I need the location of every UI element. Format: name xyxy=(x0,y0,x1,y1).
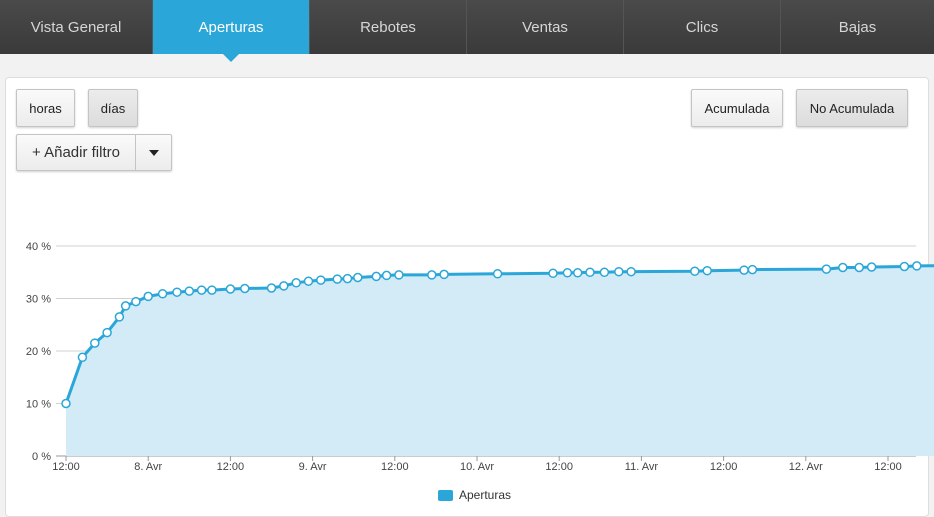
data-point[interactable] xyxy=(172,287,182,297)
data-point[interactable] xyxy=(114,312,125,322)
add-filter-group: + Añadir filtro xyxy=(16,134,172,171)
aperturas-area xyxy=(66,265,934,456)
caret-down-icon xyxy=(148,149,159,156)
y-tick-label: 0 % xyxy=(32,451,51,463)
x-tick-label: 11. Avr xyxy=(625,461,659,473)
x-tick-label: 9. Avr xyxy=(299,461,327,473)
x-tick-label: 12:00 xyxy=(52,461,80,473)
data-point[interactable] xyxy=(912,261,922,271)
x-tick-label: 12. Avr xyxy=(789,461,823,473)
tab-label: Vista General xyxy=(30,18,122,36)
data-point[interactable] xyxy=(184,286,195,296)
x-tick-label: 12:00 xyxy=(874,461,902,473)
y-tick-label: 40 % xyxy=(26,241,51,253)
data-point[interactable] xyxy=(562,268,573,278)
data-point[interactable] xyxy=(303,276,314,286)
data-point[interactable] xyxy=(690,266,700,276)
data-point[interactable] xyxy=(439,269,449,280)
tab-bar: Vista General Aperturas Rebotes Ventas C… xyxy=(0,0,934,62)
tab-rebotes[interactable]: Rebotes xyxy=(310,0,467,54)
tab-aperturas[interactable]: Aperturas xyxy=(153,0,310,62)
x-axis-labels: 12:00 8. Avr 12:00 9. Avr 12:00 10. Avr 12:00 1… xyxy=(52,461,902,473)
acumulada-button[interactable]: Acumulada xyxy=(691,89,783,127)
x-tick-label: 12:00 xyxy=(545,461,573,473)
data-point[interactable] xyxy=(427,270,437,280)
data-point[interactable] xyxy=(332,274,343,284)
data-point[interactable] xyxy=(394,270,404,280)
data-point[interactable] xyxy=(585,267,595,278)
y-tick-label: 10 % xyxy=(26,399,51,411)
tab-label: Rebotes xyxy=(360,18,416,36)
data-point[interactable] xyxy=(353,272,363,283)
data-point[interactable] xyxy=(291,278,301,288)
tab-ventas[interactable]: Ventas xyxy=(467,0,624,54)
tab-bajas[interactable]: Bajas xyxy=(781,0,934,54)
x-tick-label: 12:00 xyxy=(710,461,738,473)
data-point[interactable] xyxy=(120,301,131,311)
data-point[interactable] xyxy=(599,267,610,278)
x-tick-label: 8. Avr xyxy=(134,461,162,473)
data-point[interactable] xyxy=(866,262,877,272)
data-point[interactable] xyxy=(492,269,503,279)
legend-label: Aperturas xyxy=(459,488,512,502)
data-point[interactable] xyxy=(266,283,277,293)
data-point[interactable] xyxy=(548,268,558,279)
filter-dropdown-toggle[interactable] xyxy=(136,135,171,170)
tab-clics[interactable]: Clics xyxy=(624,0,781,54)
data-point[interactable] xyxy=(279,281,289,291)
data-point[interactable] xyxy=(207,285,217,295)
data-point[interactable] xyxy=(225,284,236,294)
data-point[interactable] xyxy=(739,265,749,275)
data-point[interactable] xyxy=(240,283,250,294)
data-point[interactable] xyxy=(821,264,832,274)
data-point[interactable] xyxy=(899,261,910,272)
x-tick-label: 12:00 xyxy=(381,461,409,473)
data-point[interactable] xyxy=(131,296,141,307)
dias-button[interactable]: días xyxy=(88,89,138,127)
y-tick-label: 20 % xyxy=(26,346,51,358)
data-point[interactable] xyxy=(77,352,88,363)
x-tick-label: 12:00 xyxy=(217,461,245,473)
data-point[interactable] xyxy=(614,266,624,277)
data-point[interactable] xyxy=(747,264,758,275)
add-filter-button[interactable]: + Añadir filtro xyxy=(17,135,136,170)
data-point[interactable] xyxy=(342,273,353,284)
tab-vista-general[interactable]: Vista General xyxy=(0,0,153,54)
data-point[interactable] xyxy=(102,327,112,338)
data-point[interactable] xyxy=(381,270,392,281)
y-tick-label: 30 % xyxy=(26,294,51,306)
data-point[interactable] xyxy=(143,291,153,302)
data-point[interactable] xyxy=(854,262,864,273)
y-axis-labels: 0 % 10 % 20 % 30 % 40 % xyxy=(26,241,51,463)
horas-button[interactable]: horas xyxy=(16,89,75,127)
data-point[interactable] xyxy=(61,398,71,409)
chart-legend[interactable]: Aperturas xyxy=(438,488,511,502)
data-point[interactable] xyxy=(572,268,583,278)
tab-label: Clics xyxy=(685,18,719,36)
x-tick-label: 10. Avr xyxy=(460,461,494,473)
data-point[interactable] xyxy=(90,338,100,348)
tab-label: Aperturas xyxy=(198,18,264,36)
no-acumulada-button[interactable]: No Acumulada xyxy=(796,89,908,127)
tab-label: Ventas xyxy=(522,18,568,36)
aperturas-points xyxy=(61,261,922,409)
data-point[interactable] xyxy=(196,285,207,295)
data-point[interactable] xyxy=(157,289,168,299)
data-point[interactable] xyxy=(702,265,712,276)
tab-label: Bajas xyxy=(838,18,877,36)
data-point[interactable] xyxy=(316,275,326,285)
data-point[interactable] xyxy=(371,271,382,282)
data-point[interactable] xyxy=(626,266,636,277)
aperturas-legend-swatch xyxy=(438,489,453,501)
data-point[interactable] xyxy=(838,262,848,273)
